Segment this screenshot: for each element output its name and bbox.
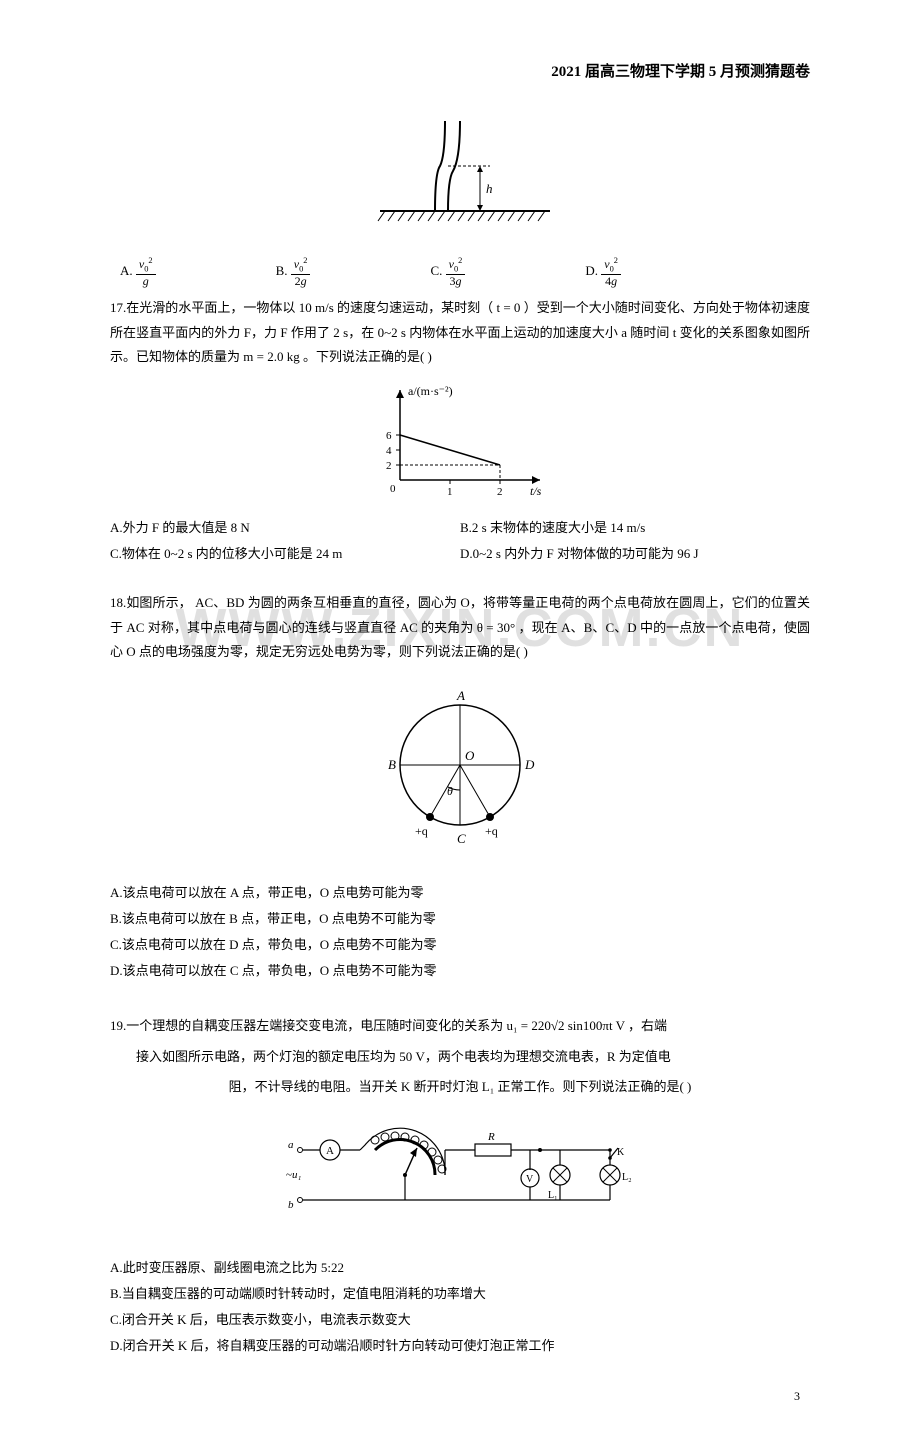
label-o: O (465, 748, 475, 763)
label-d: D (524, 757, 535, 772)
svg-text:4: 4 (386, 445, 392, 457)
acceleration-graph: a/(m·s⁻²) t/s 2 4 6 1 2 0 (360, 380, 560, 500)
label-u1: ~u₁ (286, 1169, 301, 1181)
q19-figure: a b ~u₁ A (110, 1120, 810, 1235)
ramp-diagram: h (350, 111, 570, 241)
label-r: R (487, 1131, 495, 1143)
q19-text3: 阻，不计导线的电阻。当开关 K 断开时灯泡 L₁ 正常工作。则下列说法正确的是(… (110, 1075, 810, 1100)
page-number: 3 (110, 1389, 810, 1404)
q16-options: A. v02g B. v022g C. v023g D. v024g (110, 256, 810, 288)
q19-opt-a: A.此时变压器原、副线圈电流之比为 5:22 (110, 1255, 810, 1281)
q19-opt-b: B.当自耦变压器的可动端顺时针转动时，定值电阻消耗的功率增大 (110, 1281, 810, 1307)
svg-text:2: 2 (386, 460, 392, 472)
q19-options: A.此时变压器原、副线圈电流之比为 5:22 B.当自耦变压器的可动端顺时针转动… (110, 1255, 810, 1359)
svg-text:6: 6 (386, 430, 392, 442)
label-c: C (457, 831, 466, 846)
svg-text:0: 0 (390, 483, 396, 495)
label-theta: θ (447, 784, 453, 798)
q19-opt-d: D.闭合开关 K 后，将自耦变压器的可动端沿顺时针方向转动可使灯泡正常工作 (110, 1333, 810, 1359)
label-q1: +q (415, 824, 428, 838)
q19-text2: 接入如图所示电路，两个灯泡的额定电压均为 50 V，两个电表均为理想交流电表，R… (110, 1045, 810, 1070)
q19-text1: 19.一个理想的自耦变压器左端接交变电流，电压随时间变化的关系为 u₁ = 22… (110, 1014, 810, 1039)
q16-opt-a: A. v02g (120, 256, 156, 288)
q18-figure: A B C D O θ +q +q (110, 675, 810, 870)
svg-text:2: 2 (497, 486, 503, 498)
q16-opt-b: B. v022g (276, 256, 311, 288)
q18-opt-a: A.该点电荷可以放在 A 点，带正电，O 点电势可能为零 (110, 880, 810, 906)
q18-block: 18.如图所示， AC、BD 为圆的两条互相垂直的直径，圆心为 O，将带等量正电… (110, 591, 810, 665)
label-l2: L₂ (622, 1172, 632, 1183)
label-a: A (456, 688, 465, 703)
svg-text:1: 1 (447, 486, 453, 498)
q16-opt-c: C. v023g (430, 256, 465, 288)
circle-charges-diagram: A B C D O θ +q +q (360, 675, 560, 865)
q17-opt-b: B.2 s 末物体的速度大小是 14 m/s (460, 515, 810, 541)
q18-opt-c: C.该点电荷可以放在 D 点，带负电，O 点电势不可能为零 (110, 932, 810, 958)
label-l1: L₁ (548, 1190, 558, 1201)
page-header: 2021 届高三物理下学期 5 月预测猜题卷 (110, 60, 810, 81)
q17-options-2: C.物体在 0~2 s 内的位移大小可能是 24 m D.0~2 s 内外力 F… (110, 541, 810, 567)
label-b: B (388, 757, 396, 772)
q18-text: 18.如图所示， AC、BD 为圆的两条互相垂直的直径，圆心为 O，将带等量正电… (110, 591, 810, 665)
q18-opt-d: D.该点电荷可以放在 C 点，带负电，O 点电势不可能为零 (110, 958, 810, 984)
q16-figure: h (110, 111, 810, 246)
q19-opt-c: C.闭合开关 K 后，电压表示数变小，电流表示数变大 (110, 1307, 810, 1333)
xlabel: t/s (530, 484, 542, 498)
q17-opt-a: A.外力 F 的最大值是 8 N (110, 515, 460, 541)
label-k: K (617, 1147, 625, 1158)
q17-opt-d: D.0~2 s 内外力 F 对物体做的功可能为 96 J (460, 541, 810, 567)
q17-opt-c: C.物体在 0~2 s 内的位移大小可能是 24 m (110, 541, 460, 567)
h-label: h (486, 181, 493, 196)
label-b: b (288, 1199, 294, 1211)
transformer-circuit: a b ~u₁ A (280, 1120, 640, 1230)
ylabel: a/(m·s⁻²) (408, 384, 453, 398)
q17-graph: a/(m·s⁻²) t/s 2 4 6 1 2 0 (110, 380, 810, 505)
q18-opt-b: B.该点电荷可以放在 B 点，带正电，O 点电势不可能为零 (110, 906, 810, 932)
label-a: a (288, 1139, 294, 1151)
q18-options: A.该点电荷可以放在 A 点，带正电，O 点电势可能为零 B.该点电荷可以放在 … (110, 880, 810, 984)
page: 2021 届高三物理下学期 5 月预测猜题卷 h (0, 0, 920, 1444)
label-q2: +q (485, 824, 498, 838)
q17-text: 17.在光滑的水平面上，一物体以 10 m/s 的速度匀速运动，某时刻（ t =… (110, 296, 810, 370)
q16-opt-d: D. v024g (585, 256, 621, 288)
q17-options: A.外力 F 的最大值是 8 N B.2 s 末物体的速度大小是 14 m/s (110, 515, 810, 541)
ammeter-label: A (326, 1145, 334, 1157)
voltmeter-label: V (526, 1174, 534, 1185)
